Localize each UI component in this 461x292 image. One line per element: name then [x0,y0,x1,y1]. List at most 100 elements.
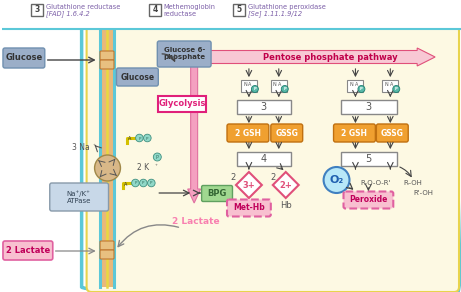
Text: A: A [355,83,358,88]
Text: P: P [360,88,363,91]
Text: P: P [134,182,136,185]
Text: O₂: O₂ [330,175,343,185]
FancyBboxPatch shape [334,124,375,142]
Text: A: A [124,182,128,187]
Text: 3+: 3+ [242,180,255,190]
FancyBboxPatch shape [100,241,114,250]
Text: 2 Lactate: 2 Lactate [6,246,50,255]
Circle shape [281,86,288,93]
FancyBboxPatch shape [271,80,287,92]
Text: N: N [273,83,277,88]
Text: Glutathione reductase: Glutathione reductase [46,4,120,10]
Circle shape [393,86,400,93]
FancyArrow shape [209,48,435,66]
Circle shape [143,134,151,142]
Text: R–OH: R–OH [404,180,423,186]
Text: 5: 5 [237,5,242,14]
Text: Met-Hb: Met-Hb [233,204,265,213]
Text: P: P [146,136,148,140]
Polygon shape [236,172,262,198]
FancyBboxPatch shape [341,100,397,114]
FancyBboxPatch shape [348,80,363,92]
Text: Hb: Hb [280,201,292,209]
FancyBboxPatch shape [100,51,114,60]
Text: P: P [150,182,153,185]
Circle shape [154,153,161,161]
Text: A: A [278,83,282,88]
Text: R-O-O-R': R-O-O-R' [360,180,390,186]
Circle shape [140,179,147,187]
Polygon shape [273,172,299,198]
FancyBboxPatch shape [237,152,291,166]
Text: N: N [384,83,388,88]
Circle shape [136,134,143,142]
FancyBboxPatch shape [343,192,393,208]
FancyBboxPatch shape [50,183,108,211]
Text: [FAD] 1.6.4.2: [FAD] 1.6.4.2 [46,11,89,18]
Text: 2 GSH: 2 GSH [342,128,367,138]
Text: 2 GSH: 2 GSH [235,128,261,138]
Text: [Se] 1.11.1.9/12: [Se] 1.11.1.9/12 [248,11,302,18]
FancyBboxPatch shape [201,185,232,201]
Text: Glucose 6-
phosphate: Glucose 6- phosphate [163,48,205,60]
Text: Glucose: Glucose [5,53,42,62]
Circle shape [358,86,365,93]
Text: GSSG: GSSG [275,128,298,138]
Text: 4: 4 [152,5,158,14]
Text: P: P [138,136,141,140]
FancyBboxPatch shape [376,124,408,142]
FancyBboxPatch shape [3,48,45,68]
Bar [2,0,461,30]
Text: A: A [129,136,132,142]
FancyBboxPatch shape [157,41,211,67]
Text: A: A [248,83,252,88]
Text: Peroxide: Peroxide [349,196,388,204]
FancyBboxPatch shape [100,250,114,259]
Circle shape [132,179,139,187]
Circle shape [251,86,258,93]
Text: P: P [156,155,159,160]
Text: 2+: 2+ [279,180,292,190]
Text: N: N [243,83,247,88]
FancyBboxPatch shape [117,68,158,86]
Text: 2 K: 2 K [137,164,149,173]
FancyBboxPatch shape [227,199,271,216]
Text: 2 Lactate: 2 Lactate [172,218,220,227]
Text: P: P [142,182,145,185]
Text: Na⁺/K⁺
ATPase: Na⁺/K⁺ ATPase [66,190,91,204]
FancyBboxPatch shape [382,80,398,92]
Circle shape [324,167,349,193]
Text: reductase: reductase [163,11,196,17]
FancyBboxPatch shape [87,25,459,292]
FancyBboxPatch shape [100,60,114,69]
Text: Glucose: Glucose [120,72,154,81]
FancyBboxPatch shape [233,4,245,15]
FancyBboxPatch shape [3,241,53,260]
Text: Pentose phosphate pathway: Pentose phosphate pathway [263,53,398,62]
Text: 5: 5 [365,154,372,164]
Text: Methemoglobin: Methemoglobin [163,4,215,10]
Text: 2: 2 [230,173,236,182]
Text: 2: 2 [270,173,275,182]
Circle shape [148,179,155,187]
FancyBboxPatch shape [237,100,291,114]
Text: R'-OH: R'-OH [413,190,433,196]
Text: P: P [284,88,286,91]
Text: 3: 3 [365,102,372,112]
Text: 3: 3 [35,5,40,14]
Text: 3: 3 [261,102,267,112]
Text: ⁺: ⁺ [154,164,157,169]
FancyArrow shape [188,65,201,203]
Text: Glutathione peroxidase: Glutathione peroxidase [248,4,326,10]
FancyBboxPatch shape [158,96,206,112]
Text: Glycolysis: Glycolysis [159,100,206,109]
Text: BPG: BPG [207,189,227,198]
Text: P: P [395,88,398,91]
FancyBboxPatch shape [31,4,43,15]
Text: ⁺: ⁺ [93,145,95,150]
Circle shape [95,155,120,181]
Text: N: N [349,83,353,88]
FancyBboxPatch shape [149,4,161,15]
FancyBboxPatch shape [271,124,303,142]
Text: P: P [254,88,256,91]
